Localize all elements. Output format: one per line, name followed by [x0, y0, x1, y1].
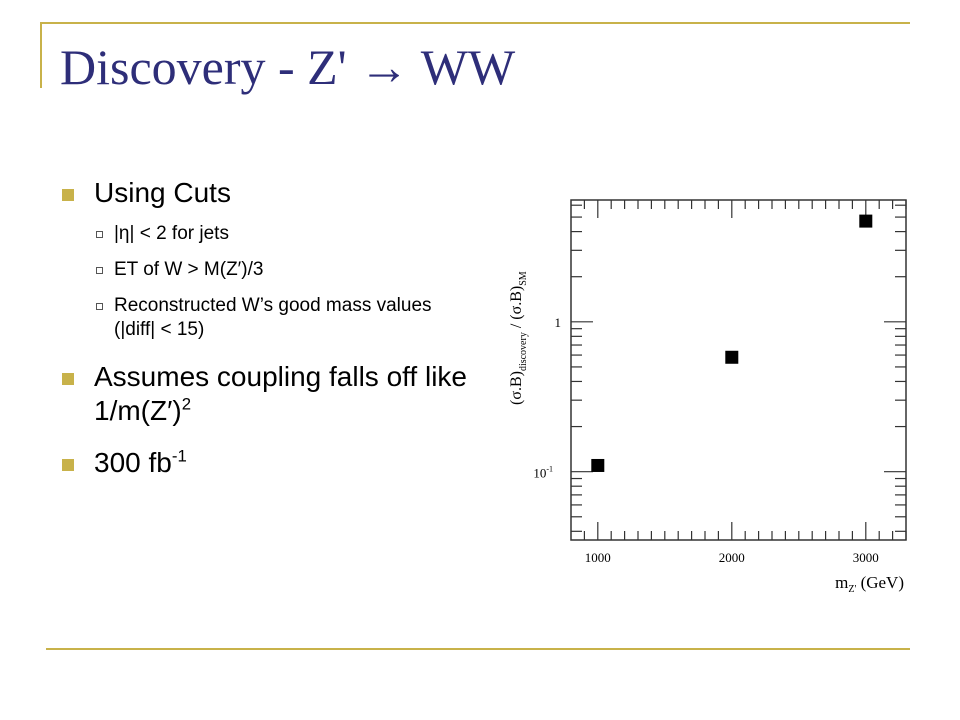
bottom-rule [46, 648, 910, 650]
x-tick-label: 2000 [719, 550, 745, 565]
hollow-square-icon [96, 231, 103, 238]
bullet-coupling: Assumes coupling falls off like 1/m(Z′)2 [60, 360, 470, 428]
sub-bullet-text: ET of W > M(Z′)/3 [114, 259, 264, 280]
sub-bullet-text: |η| < 2 for jets [114, 223, 229, 244]
slide-title: Discovery - Z' → WW [60, 39, 516, 95]
bullet-superscript: 2 [181, 394, 192, 414]
data-point [859, 214, 873, 228]
bullet-square-icon [62, 459, 74, 471]
bullet-luminosity: 300 fb-1 [60, 446, 470, 480]
y-tick-label: 1 [555, 315, 562, 330]
sub-bullet-et: ET of W > M(Z′)/3 [60, 258, 470, 282]
hollow-square-icon [96, 303, 103, 310]
bullet-text: 300 fb [94, 447, 172, 478]
sub-bullet-eta: |η| < 2 for jets [60, 222, 470, 246]
sub-bullet-text: Reconstructed W’s good mass values (|dif… [114, 295, 432, 340]
y-axis-label: (σ.B)discovery / (σ.B)SM [508, 271, 529, 405]
x-tick-label: 3000 [853, 550, 879, 565]
hollow-square-icon [96, 267, 103, 274]
sub-bullet-mass: Reconstructed W’s good mass values (|dif… [60, 294, 470, 342]
top-rule [40, 22, 910, 24]
y-tick-label: 10-1 [533, 465, 553, 481]
bullet-square-icon [62, 373, 74, 385]
bullet-using-cuts: Using Cuts [60, 176, 470, 210]
x-tick-label: 1000 [585, 550, 611, 565]
bullet-superscript: -1 [171, 446, 187, 466]
bullet-square-icon [62, 189, 74, 201]
left-rule [40, 22, 42, 88]
bullet-text: Using Cuts [94, 177, 231, 208]
data-point [591, 458, 605, 472]
discovery-scatter-plot: 1000 2000 3000 10-1 1 (σ.B)discovery / (σ.B)S… [508, 199, 907, 595]
data-point [725, 350, 739, 364]
plot-frame [570, 199, 907, 541]
bullet-list: Using Cuts |η| < 2 for jets ET of W > M(… [60, 176, 470, 480]
x-axis-label: mZ' (GeV) [835, 573, 904, 595]
bullet-text: Assumes coupling falls off like 1/m(Z′) [94, 361, 467, 426]
